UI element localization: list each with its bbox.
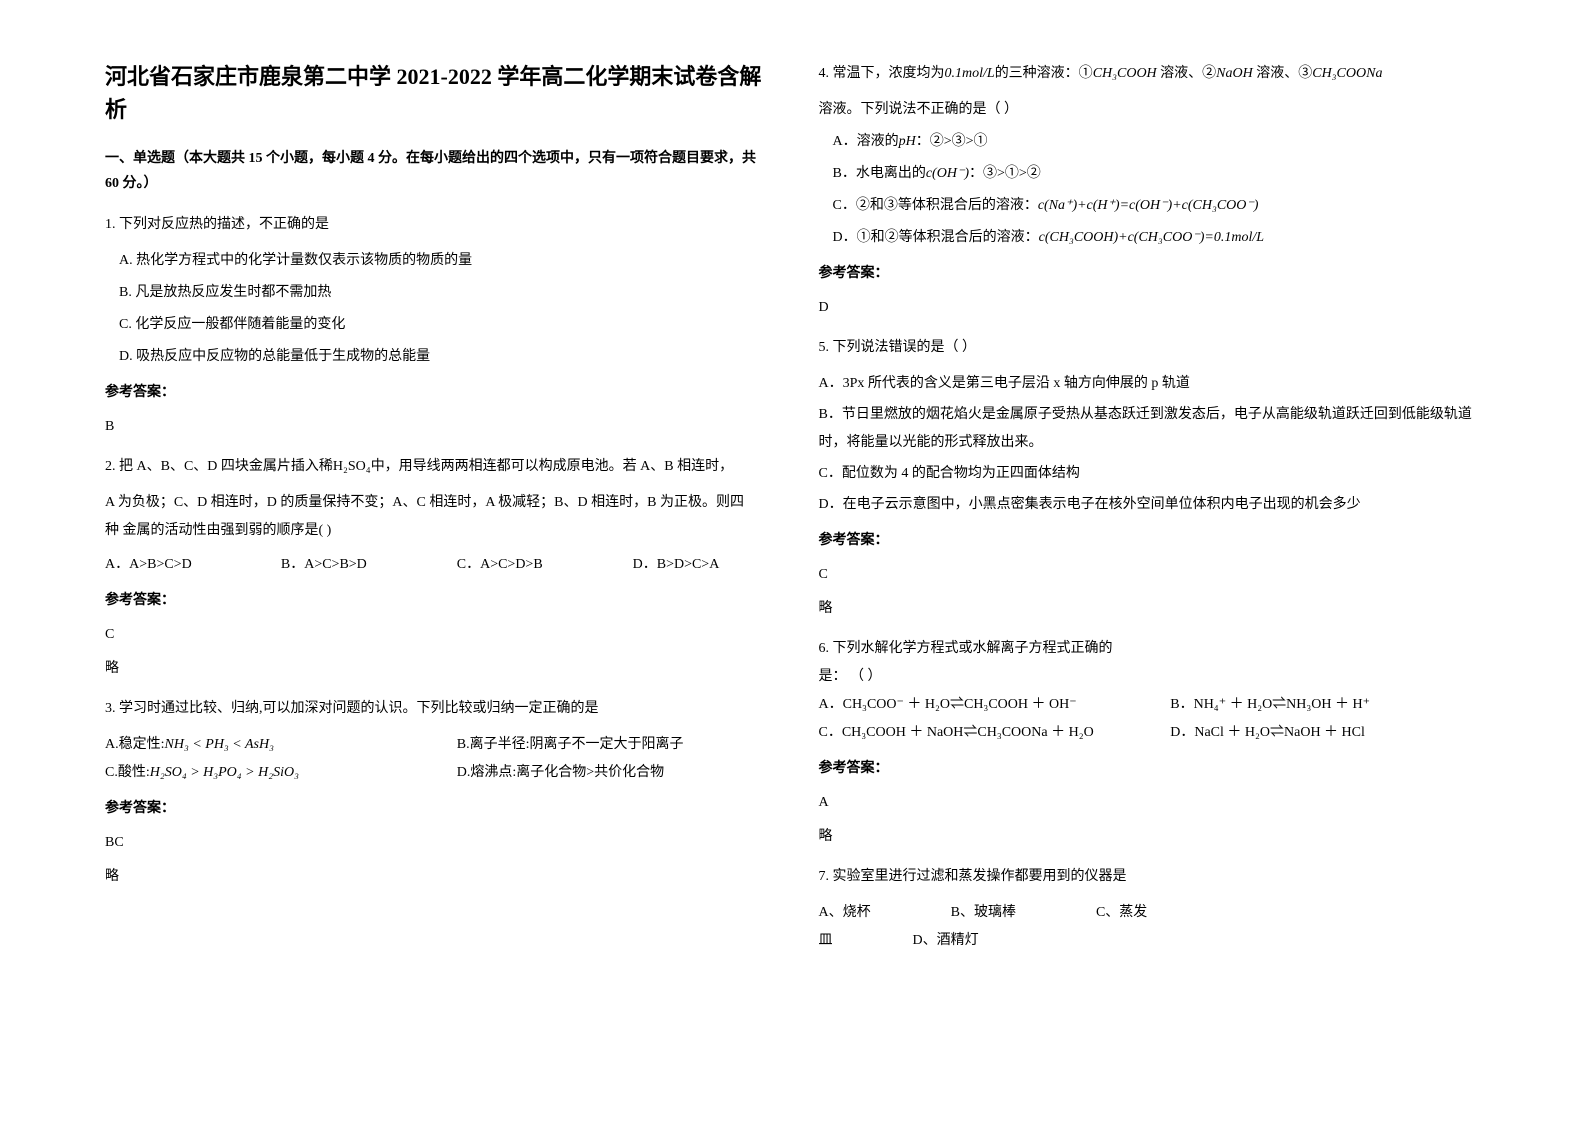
- q4-option-b: B．水电离出的c(OH⁻)：③>①>②: [819, 160, 1483, 188]
- q4-title-pre: 4. 常温下，浓度均为: [819, 66, 945, 81]
- q4-c-pre: C．②和③等体积混合后的溶液：: [833, 198, 1038, 213]
- q1-title: 1. 下列对反应热的描述，不正确的是: [105, 211, 769, 239]
- q5-option-a: A．3Px 所代表的含义是第三电子层沿 x 轴方向伸展的 p 轨道: [819, 370, 1483, 398]
- q4-conc: 0.1mol/L: [945, 66, 995, 81]
- q2-option-a: A．A>B>C>D: [105, 551, 241, 579]
- q5-option-d: D．在电子云示意图中，小黑点密集表示电子在核外空间单位体积内电子出现的机会多少: [819, 491, 1483, 519]
- q2-line2: A 为负极；C、D 相连时，D 的质量保持不变；A、C 相连时，A 极减轻；B、…: [105, 489, 769, 517]
- q3-c-pre: C.酸性:: [105, 765, 150, 780]
- q4-b-var: c(OH⁻): [926, 166, 969, 181]
- q2-option-d: D．B>D>C>A: [633, 551, 769, 579]
- q7-title: 7. 实验室里进行过滤和蒸发操作都要用到的仪器是: [819, 863, 1483, 891]
- q4-c-formula: c(Na⁺)+c(H⁺)=c(OH⁻)+c(CH₃COO⁻): [1038, 198, 1259, 213]
- q3-answer-label: 参考答案：: [105, 795, 769, 823]
- q5-answer-label: 参考答案：: [819, 527, 1483, 555]
- q3-a-formula: NH₃ < PH₃ < AsH₃: [165, 737, 274, 752]
- q4-s1: CH₃COOH: [1093, 66, 1157, 81]
- q4-a-post: ：②>③>①: [916, 134, 988, 149]
- q7-options-row1: A、烧杯 B、玻璃棒 C、蒸发: [819, 899, 1483, 927]
- q3-title: 3. 学习时通过比较、归纳,可以加深对问题的认识。下列比较或归纳一定正确的是: [105, 695, 769, 723]
- q3-note: 略: [105, 863, 769, 891]
- q6-answer: A: [819, 789, 1483, 817]
- q3-option-d: D.熔沸点:离子化合物>共价化合物: [457, 759, 769, 787]
- q4-b-post: ：③>①>②: [969, 166, 1041, 181]
- q7-option-a: A、烧杯: [819, 899, 871, 927]
- q7-options-row2: 皿 D、酒精灯: [819, 927, 1483, 955]
- q4-a-var: pH: [899, 134, 916, 149]
- question-4: 4. 常温下，浓度均为0.1mol/L的三种溶液：①CH₃COOH 溶液、②Na…: [819, 60, 1483, 322]
- q7-option-b: B、玻璃棒: [951, 899, 1016, 927]
- q4-s3: CH₃COONa: [1312, 66, 1382, 81]
- q2-title: 2. 把 A、B、C、D 四块金属片插入稀H₂SO₄中，用导线两两相连都可以构成…: [105, 453, 769, 481]
- q4-answer-label: 参考答案：: [819, 260, 1483, 288]
- q4-title-mid: 的三种溶液：①: [995, 66, 1093, 81]
- question-5: 5. 下列说法错误的是（ ） A．3Px 所代表的含义是第三电子层沿 x 轴方向…: [819, 334, 1483, 623]
- q3-c-formula: H₂SO₄ > H₃PO₄ > H₂SiO₃: [150, 765, 299, 780]
- q3-option-c: C.酸性:H₂SO₄ > H₃PO₄ > H₂SiO₃: [105, 759, 417, 787]
- q3-option-a: A.稳定性:NH₃ < PH₃ < AsH₃: [105, 731, 417, 759]
- q6-note: 略: [819, 823, 1483, 851]
- q2-answer-label: 参考答案：: [105, 587, 769, 615]
- page-title: 河北省石家庄市鹿泉第二中学 2021-2022 学年高二化学期末试卷含解析: [105, 60, 769, 126]
- q7-option-d: D、酒精灯: [913, 927, 979, 955]
- q4-a-pre: A．溶液的: [833, 134, 899, 149]
- q1-option-b: B. 凡是放热反应发生时都不需加热: [105, 279, 769, 307]
- q3-answer: BC: [105, 829, 769, 857]
- q1-option-d: D. 吸热反应中反应物的总能量低于生成物的总能量: [105, 343, 769, 371]
- q5-option-c: C．配位数为 4 的配合物均为正四面体结构: [819, 460, 1483, 488]
- q6-row2: C．CH₃COOH ＋ NaOH⇌CH₃COONa ＋ H₂O D．NaCl ＋…: [819, 719, 1483, 747]
- q3-a-pre: A.稳定性:: [105, 737, 165, 752]
- q2-title-post: 中，用导线两两相连都可以构成原电池。若 A、B 相连时，: [371, 459, 733, 474]
- q6-option-d: D．NaCl ＋ H₂O⇌NaOH ＋ HCl: [1170, 719, 1482, 747]
- q2-option-b: B．A>C>B>D: [281, 551, 417, 579]
- q1-answer: B: [105, 413, 769, 441]
- question-2: 2. 把 A、B、C、D 四块金属片插入稀H₂SO₄中，用导线两两相连都可以构成…: [105, 453, 769, 683]
- q5-answer: C: [819, 561, 1483, 589]
- q1-answer-label: 参考答案：: [105, 379, 769, 407]
- q1-option-c: C. 化学反应一般都伴随着能量的变化: [105, 311, 769, 339]
- q2-title-pre: 2. 把 A、B、C、D 四块金属片插入稀: [105, 459, 333, 474]
- q6-option-c: C．CH₃COOH ＋ NaOH⇌CH₃COONa ＋ H₂O: [819, 719, 1131, 747]
- q4-d-pre: D．①和②等体积混合后的溶液：: [833, 230, 1039, 245]
- q6-option-a: A．CH₃COO⁻ ＋ H₂O⇌CH₃COOH ＋ OH⁻: [819, 691, 1131, 719]
- q4-mid2: 溶液、②: [1157, 66, 1217, 81]
- q6-answer-label: 参考答案：: [819, 755, 1483, 783]
- q4-b-pre: B．水电离出的: [833, 166, 926, 181]
- q2-answer: C: [105, 621, 769, 649]
- q4-line2: 溶液。下列说法不正确的是（ ）: [819, 96, 1483, 124]
- q7-option-c: C、蒸发: [1096, 899, 1147, 927]
- q2-option-c: C．A>C>D>B: [457, 551, 593, 579]
- q4-mid3: 溶液、③: [1253, 66, 1313, 81]
- q2-note: 略: [105, 655, 769, 683]
- q5-title: 5. 下列说法错误的是（ ）: [819, 334, 1483, 362]
- q1-option-a: A. 热化学方程式中的化学计量数仅表示该物质的物质的量: [105, 247, 769, 275]
- q3-option-b: B.离子半径:阴离子不一定大于阳离子: [457, 731, 769, 759]
- q6-option-b: B．NH₄⁺ ＋ H₂O⇌NH₃OH ＋ H⁺: [1170, 691, 1482, 719]
- q4-title: 4. 常温下，浓度均为0.1mol/L的三种溶液：①CH₃COOH 溶液、②Na…: [819, 60, 1483, 88]
- question-7: 7. 实验室里进行过滤和蒸发操作都要用到的仪器是 A、烧杯 B、玻璃棒 C、蒸发…: [819, 863, 1483, 955]
- q2-options: A．A>B>C>D B．A>C>B>D C．A>C>D>B D．B>D>C>A: [105, 551, 769, 579]
- q4-option-a: A．溶液的pH：②>③>①: [819, 128, 1483, 156]
- q2-line3: 种 金属的活动性由强到弱的顺序是( ): [105, 517, 769, 545]
- section-description: 一、单选题（本大题共 15 个小题，每小题 4 分。在每小题给出的四个选项中，只…: [105, 146, 769, 196]
- q4-d-formula: c(CH₃COOH)+c(CH₃COO⁻)=0.1mol/L: [1039, 230, 1264, 245]
- q2-formula-h2so4: H₂SO₄: [333, 459, 371, 474]
- question-3: 3. 学习时通过比较、归纳,可以加深对问题的认识。下列比较或归纳一定正确的是 A…: [105, 695, 769, 891]
- q4-s2: NaOH: [1216, 66, 1253, 81]
- q3-row1: A.稳定性:NH₃ < PH₃ < AsH₃ B.离子半径:阴离子不一定大于阳离…: [105, 731, 769, 759]
- q4-option-d: D．①和②等体积混合后的溶液：c(CH₃COOH)+c(CH₃COO⁻)=0.1…: [819, 224, 1483, 252]
- q7-option-a2: 皿: [819, 927, 833, 955]
- q3-row2: C.酸性:H₂SO₄ > H₃PO₄ > H₂SiO₃ D.熔沸点:离子化合物>…: [105, 759, 769, 787]
- q6-row1: A．CH₃COO⁻ ＋ H₂O⇌CH₃COOH ＋ OH⁻ B．NH₄⁺ ＋ H…: [819, 691, 1483, 719]
- q4-option-c: C．②和③等体积混合后的溶液：c(Na⁺)+c(H⁺)=c(OH⁻)+c(CH₃…: [819, 192, 1483, 220]
- q5-note: 略: [819, 595, 1483, 623]
- q4-answer: D: [819, 294, 1483, 322]
- question-6: 6. 下列水解化学方程式或水解离子方程式正确的 是： （ ） A．CH₃COO⁻…: [819, 635, 1483, 851]
- question-1: 1. 下列对反应热的描述，不正确的是 A. 热化学方程式中的化学计量数仅表示该物…: [105, 211, 769, 441]
- q6-title: 6. 下列水解化学方程式或水解离子方程式正确的: [819, 635, 1483, 663]
- q6-title2: 是： （ ）: [819, 663, 1483, 691]
- q5-option-b: B．节日里燃放的烟花焰火是金属原子受热从基态跃迁到激发态后，电子从高能级轨道跃迁…: [819, 401, 1483, 457]
